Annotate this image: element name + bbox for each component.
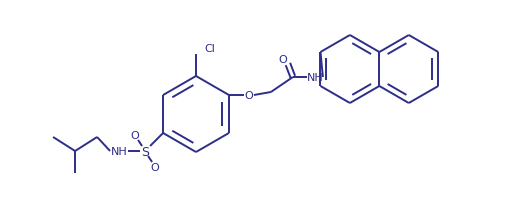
Text: O: O <box>151 162 160 172</box>
Text: O: O <box>279 55 287 65</box>
Text: O: O <box>131 130 140 140</box>
Text: NH: NH <box>111 146 128 156</box>
Text: NH: NH <box>307 73 323 83</box>
Text: Cl: Cl <box>204 44 215 54</box>
Text: O: O <box>245 91 253 101</box>
Text: S: S <box>141 145 149 158</box>
